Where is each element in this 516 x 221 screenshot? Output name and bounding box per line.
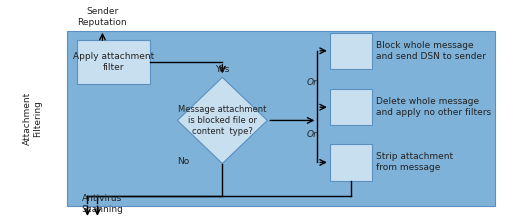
FancyBboxPatch shape bbox=[68, 31, 495, 206]
FancyBboxPatch shape bbox=[330, 144, 372, 181]
Text: No: No bbox=[178, 157, 190, 166]
Text: Or: Or bbox=[307, 78, 318, 87]
FancyBboxPatch shape bbox=[77, 40, 150, 84]
Text: Block whole message
and send DSN to sender: Block whole message and send DSN to send… bbox=[376, 41, 486, 61]
Text: Apply attachment
filter: Apply attachment filter bbox=[73, 52, 154, 72]
Text: Message attachment
is blocked file or
content  type?: Message attachment is blocked file or co… bbox=[178, 105, 267, 136]
Text: Or: Or bbox=[307, 130, 318, 139]
Text: Yes: Yes bbox=[215, 65, 230, 74]
Text: Sender
Reputation: Sender Reputation bbox=[77, 7, 127, 27]
Text: Antivirus
Scanning: Antivirus Scanning bbox=[82, 194, 123, 214]
FancyBboxPatch shape bbox=[330, 89, 372, 126]
Text: Strip attachment
from message: Strip attachment from message bbox=[376, 152, 454, 172]
Polygon shape bbox=[178, 77, 267, 164]
FancyBboxPatch shape bbox=[330, 32, 372, 69]
Text: Delete whole message
and apply no other filters: Delete whole message and apply no other … bbox=[376, 97, 491, 117]
Text: Attachment
Filtering: Attachment Filtering bbox=[22, 92, 42, 145]
